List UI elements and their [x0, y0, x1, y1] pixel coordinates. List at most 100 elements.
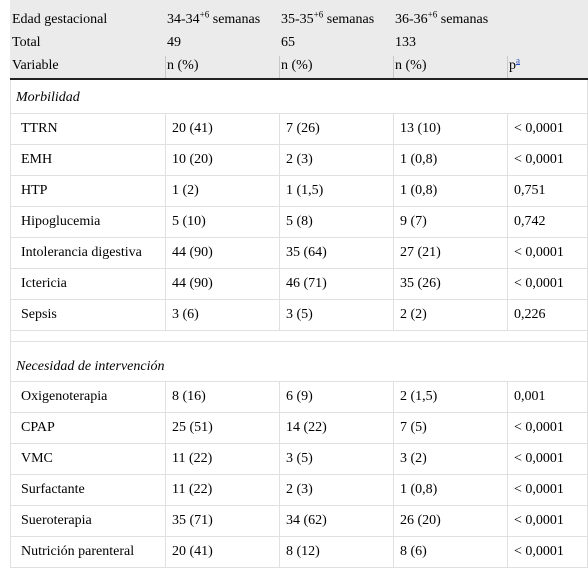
cell-variable: TTRN	[10, 114, 165, 144]
cell-group-34: 1 (2)	[165, 176, 279, 206]
cell-group-34: 11 (22)	[165, 475, 279, 505]
data-table: Edad gestacional 34-34+6 semanas 35-35+6…	[10, 0, 588, 568]
table-row: HTP 1 (2) 1 (1,5) 1 (0,8) 0,751	[10, 176, 588, 207]
header-divider	[393, 56, 394, 78]
group-36-unit: semanas	[437, 12, 489, 27]
header-row-gestational-age: Edad gestacional 34-34+6 semanas 35-35+6…	[10, 10, 588, 33]
cell-variable: CPAP	[10, 413, 165, 443]
table-row: VMC 11 (22) 3 (5) 3 (2) < 0,0001	[10, 444, 588, 475]
header-n-percent-34: n (%)	[167, 58, 199, 73]
cell-variable: Hipoglucemia	[10, 207, 165, 237]
table-row: Hipoglucemia 5 (10) 5 (8) 9 (7) 0,742	[10, 207, 588, 238]
cell-group-36: 26 (20)	[393, 506, 507, 536]
cell-variable: EMH	[10, 145, 165, 175]
cell-variable: Sepsis	[10, 300, 165, 330]
header-n-percent-36: n (%)	[395, 58, 427, 73]
cell-p-value: < 0,0001	[507, 537, 588, 567]
cell-group-36: 2 (1,5)	[393, 382, 507, 412]
table-header: Edad gestacional 34-34+6 semanas 35-35+6…	[10, 0, 588, 80]
table-row: Surfactante 11 (22) 2 (3) 1 (0,8) < 0,0001	[10, 475, 588, 506]
group-36-sup: +6	[427, 9, 438, 20]
cell-p-value: 0,001	[507, 382, 588, 412]
cell-group-34: 10 (20)	[165, 145, 279, 175]
cell-group-35: 7 (26)	[279, 114, 393, 144]
cell-variable: VMC	[10, 444, 165, 474]
cell-group-36: 3 (2)	[393, 444, 507, 474]
cell-group-34: 25 (51)	[165, 413, 279, 443]
cell-group-34: 44 (90)	[165, 238, 279, 268]
cell-group-35: 35 (64)	[279, 238, 393, 268]
table-row: Nutrición parenteral 20 (41) 8 (12) 8 (6) < …	[10, 537, 588, 568]
cell-p-value: < 0,0001	[507, 145, 588, 175]
table-row: CPAP 25 (51) 14 (22) 7 (5) < 0,0001	[10, 413, 588, 444]
cell-group-35: 6 (9)	[279, 382, 393, 412]
cell-p-value: 0,751	[507, 176, 588, 206]
cell-group-34: 5 (10)	[165, 207, 279, 237]
cell-group-35: 1 (1,5)	[279, 176, 393, 206]
group-35-sup: +6	[313, 9, 324, 20]
cell-group-36: 27 (21)	[393, 238, 507, 268]
cell-p-value: < 0,0001	[507, 413, 588, 443]
cell-group-35: 3 (5)	[279, 444, 393, 474]
group-34-unit: semanas	[209, 12, 261, 27]
table-row: Oxigenoterapia 8 (16) 6 (9) 2 (1,5) 0,001	[10, 382, 588, 413]
cell-group-35: 3 (5)	[279, 300, 393, 330]
header-row-total: Total 49 65 133	[10, 33, 588, 56]
cell-variable: Sueroterapia	[10, 506, 165, 536]
header-total-36: 133	[395, 35, 416, 50]
group-36-range: 36-36	[395, 12, 428, 27]
table-row: Sepsis 3 (6) 3 (5) 2 (2) 0,226	[10, 300, 588, 331]
cell-group-36: 1 (0,8)	[393, 176, 507, 206]
cell-group-35: 14 (22)	[279, 413, 393, 443]
cell-group-34: 3 (6)	[165, 300, 279, 330]
header-divider	[279, 56, 280, 78]
header-total-35: 65	[281, 35, 295, 50]
cell-group-35: 34 (62)	[279, 506, 393, 536]
cell-group-35: 2 (3)	[279, 475, 393, 505]
cell-group-34: 20 (41)	[165, 537, 279, 567]
group-34-range: 34-34	[167, 12, 200, 27]
header-total-label: Total	[12, 35, 41, 50]
cell-group-35: 5 (8)	[279, 207, 393, 237]
header-divider	[507, 56, 508, 78]
cell-group-34: 20 (41)	[165, 114, 279, 144]
group-35-range: 35-35	[281, 12, 314, 27]
cell-variable: Surfactante	[10, 475, 165, 505]
cell-group-35: 46 (71)	[279, 269, 393, 299]
cell-variable: Oxigenoterapia	[10, 382, 165, 412]
cell-variable: Ictericia	[10, 269, 165, 299]
cell-group-36: 35 (26)	[393, 269, 507, 299]
cell-group-34: 8 (16)	[165, 382, 279, 412]
cell-variable: Intolerancia digestiva	[10, 238, 165, 268]
header-group-34: 34-34+6 semanas	[165, 10, 279, 30]
p-label: p	[509, 58, 516, 73]
cell-group-34: 11 (22)	[165, 444, 279, 474]
cell-variable: Nutrición parenteral	[10, 537, 165, 567]
cell-p-value: 0,742	[507, 207, 588, 237]
footnote-a-link[interactable]: a	[516, 55, 520, 66]
header-group-36: 36-36+6 semanas	[393, 10, 507, 30]
cell-group-35: 2 (3)	[279, 145, 393, 175]
header-group-35: 35-35+6 semanas	[279, 10, 393, 30]
section-spacer	[10, 331, 588, 342]
cell-p-value: < 0,0001	[507, 475, 588, 505]
cell-group-36: 7 (5)	[393, 413, 507, 443]
table-body: Morbilidad TTRN 20 (41) 7 (26) 13 (10) < 0,00…	[10, 80, 588, 568]
cell-group-36: 2 (2)	[393, 300, 507, 330]
table-row: Ictericia 44 (90) 46 (71) 35 (26) < 0,0001	[10, 269, 588, 300]
section-title: Morbilidad	[10, 80, 588, 114]
cell-group-35: 8 (12)	[279, 537, 393, 567]
header-n-percent-35: n (%)	[281, 58, 313, 73]
cell-p-value: 0,226	[507, 300, 588, 330]
cell-variable: HTP	[10, 176, 165, 206]
cell-group-36: 1 (0,8)	[393, 475, 507, 505]
header-total-34: 49	[167, 35, 181, 50]
table-row: Intolerancia digestiva 44 (90) 35 (64) 27 (…	[10, 238, 588, 269]
table-row: Sueroterapia 35 (71) 34 (62) 26 (20) < 0,000…	[10, 506, 588, 537]
header-gestational-age-label: Edad gestacional	[12, 12, 108, 27]
header-p-value: pa	[507, 56, 588, 76]
header-variable-label: Variable	[12, 58, 59, 73]
group-34-sup: +6	[199, 9, 210, 20]
cell-group-36: 9 (7)	[393, 207, 507, 237]
group-35-unit: semanas	[323, 12, 375, 27]
